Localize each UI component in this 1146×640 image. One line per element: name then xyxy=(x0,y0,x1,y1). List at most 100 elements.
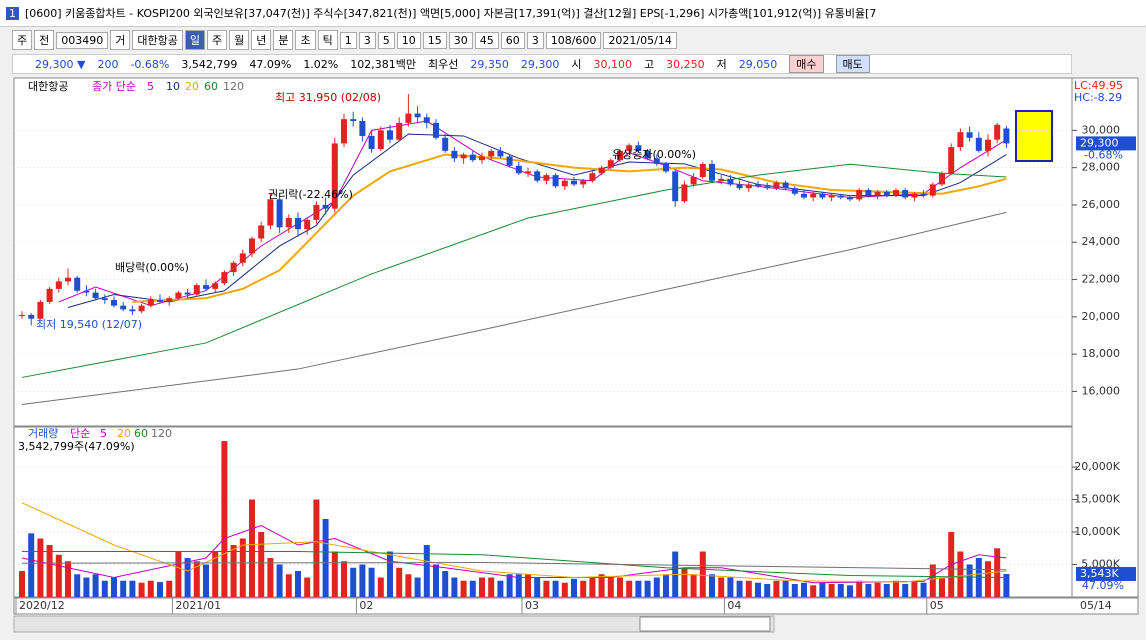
volume-bar xyxy=(414,577,421,597)
toolbar-button[interactable]: 108/600 xyxy=(545,31,602,49)
volume-bar xyxy=(65,561,71,597)
candle-body xyxy=(37,301,44,319)
toolbar-button[interactable]: 60 xyxy=(500,31,525,49)
toolbar-button[interactable]: 초 xyxy=(295,30,316,50)
candle-body xyxy=(966,132,973,138)
candle-body xyxy=(368,135,375,149)
toolbar-button[interactable]: 주 xyxy=(12,30,33,50)
volume-bar xyxy=(396,567,403,597)
x-tick-label: 2021/01 xyxy=(175,599,221,612)
axis-panel xyxy=(1071,77,1139,598)
volume-bar xyxy=(19,571,25,597)
toolbar-button[interactable]: 3 xyxy=(526,31,544,49)
volume-bar xyxy=(690,574,697,597)
toolbar-button[interactable]: 분 xyxy=(273,30,294,50)
candle-body xyxy=(828,195,835,198)
toolbar-button[interactable]: 3 xyxy=(358,31,376,49)
toolbar-button[interactable]: 2021/05/14 xyxy=(603,31,677,49)
candle-body xyxy=(617,150,623,161)
volume-bar xyxy=(837,584,844,597)
candle-body xyxy=(175,292,182,299)
candle-body xyxy=(92,292,99,299)
info-item[interactable]: 매도 xyxy=(835,55,870,73)
volume-bar xyxy=(929,564,936,597)
info-item: 고 xyxy=(644,58,655,71)
volume-bar xyxy=(653,577,660,597)
volume-title: 거래량 xyxy=(28,427,58,440)
toolbar-button[interactable]: 주 xyxy=(206,30,228,50)
candle-body xyxy=(635,145,642,151)
candle-body xyxy=(672,171,679,202)
toolbar-button[interactable]: 대한항공 xyxy=(132,30,183,50)
candle-body xyxy=(304,219,311,230)
volume-bar xyxy=(239,538,246,597)
candle-body xyxy=(911,193,918,198)
legend-entry: 120 xyxy=(151,427,172,440)
toolbar-button[interactable]: 년 xyxy=(251,30,272,50)
toolbar-button[interactable]: 1 xyxy=(339,31,357,49)
toolbar-button[interactable]: 거 xyxy=(110,30,131,50)
volume-bar xyxy=(129,580,136,597)
toolbar-button[interactable]: 전 xyxy=(34,30,55,50)
toolbar-button[interactable]: 30 xyxy=(448,31,473,49)
candle-body xyxy=(166,298,173,302)
info-item: 200 xyxy=(97,57,119,71)
volume-bar xyxy=(37,538,44,597)
y-tick-label: 22,000 xyxy=(1082,273,1121,286)
volume-bar xyxy=(138,582,145,597)
candle-body xyxy=(865,190,872,196)
volume-bar xyxy=(791,584,798,597)
info-item[interactable]: 매수 xyxy=(789,55,824,73)
legend-entry: 5 xyxy=(147,80,154,93)
toolbar-button[interactable]: 틱 xyxy=(317,30,338,50)
candle-body xyxy=(994,124,1001,140)
window-title: [0600] 키움종합차트 - KOSPI200 외국인보유[37,047(천)… xyxy=(25,7,877,20)
legend-entry: 60 xyxy=(134,427,148,440)
volume-bar xyxy=(92,574,99,597)
info-item: 29,050 xyxy=(738,57,778,71)
toolbar-button[interactable]: 45 xyxy=(474,31,499,49)
candle-body xyxy=(883,191,890,196)
volume-bar xyxy=(847,585,853,597)
toolbar-button[interactable]: 월 xyxy=(229,30,250,50)
candle-body xyxy=(663,163,669,172)
candle-body xyxy=(101,298,108,301)
candle-body xyxy=(847,197,853,200)
toolbar-button[interactable]: 5 xyxy=(377,31,395,49)
x-tick-label: 02 xyxy=(359,599,373,612)
app-icon[interactable]: 1 xyxy=(6,6,19,20)
volume-bar xyxy=(488,577,495,597)
info-item: 102,381백만 xyxy=(350,58,416,71)
ma-line xyxy=(21,524,1007,584)
candle-body xyxy=(506,156,513,166)
volume-bar xyxy=(543,580,550,597)
volume-bar xyxy=(377,577,384,597)
toolbar-button[interactable]: 003490 xyxy=(56,31,109,49)
candle-body xyxy=(626,145,633,151)
volume-bar xyxy=(405,574,412,597)
candle-body xyxy=(515,165,522,174)
toolbar-button[interactable]: 10 xyxy=(396,31,421,49)
volume-bar xyxy=(258,532,265,597)
candle-body xyxy=(653,158,660,164)
legend-entry: 10 xyxy=(166,80,180,93)
toolbar-button[interactable]: 15 xyxy=(422,31,447,49)
candle-body xyxy=(396,122,403,140)
candle-body xyxy=(193,285,200,295)
candle-body xyxy=(423,117,430,123)
y-tick-label: 30,000 xyxy=(1082,123,1121,136)
candle-body xyxy=(19,314,25,316)
volume-bar xyxy=(681,567,688,597)
toolbar-button[interactable]: 일 xyxy=(184,30,205,50)
candle-body xyxy=(451,150,458,159)
candle-body xyxy=(939,173,945,185)
candle-body xyxy=(157,300,163,302)
x-end-label: 05/14 xyxy=(1080,599,1112,612)
candle-body xyxy=(65,277,71,282)
candle-body xyxy=(221,272,228,284)
info-item: 29,300 ▼ xyxy=(35,57,86,71)
x-tick-label: 05 xyxy=(930,599,944,612)
candle-body xyxy=(929,184,936,196)
x-tick-label: 04 xyxy=(727,599,741,612)
